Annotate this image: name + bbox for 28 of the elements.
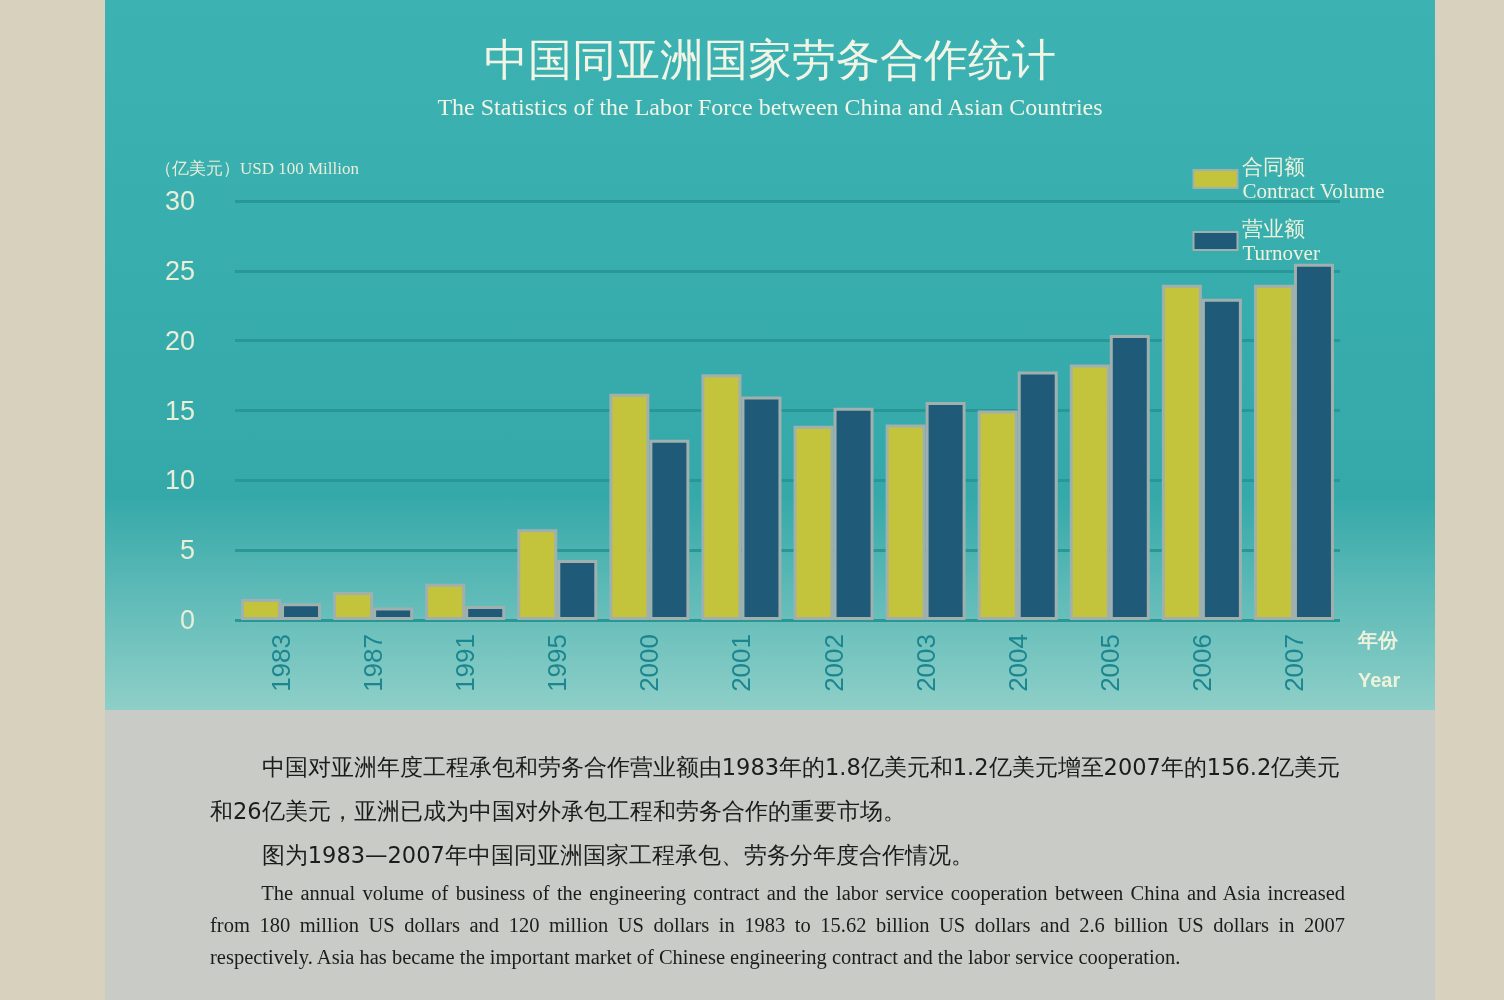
text: 中国对亚洲年度工程承包和劳务合作营业额由1983年的1.8亿美元和1.2亿美元增至2007年的156.2亿美元和26亿美元，亚洲已成为中国对外承包工程和劳务合作的重要市场。 <box>210 753 1342 826</box>
y-tick-label: 25 <box>164 255 195 286</box>
x-tick-label: 2003 <box>910 634 941 692</box>
x-tick-label: 1991 <box>450 634 481 692</box>
x-tick-label: 2001 <box>726 634 757 692</box>
x-tick-label: 1987 <box>358 634 389 692</box>
x-tick-label: 2004 <box>1002 634 1033 692</box>
x-tick-label: 2005 <box>1094 634 1125 692</box>
x-tick-label: 2006 <box>1186 634 1217 692</box>
x-tick-label: 1995 <box>542 634 573 692</box>
x-axis-title: 年份 Year <box>1357 629 1401 691</box>
legend-label: 合同额 Contract Volume <box>1242 155 1385 203</box>
chart-title: 中国同亚洲国家劳务合作统计 <box>484 33 1056 85</box>
y-tick-label: 20 <box>164 325 195 356</box>
y-tick-label: 30 <box>164 186 195 216</box>
text: The annual volume of business of the engineering contract and the labor service cooperation between China and Asia increased from 180 million US dollars and 120 million US dollars in 1983 to 15.62 billion US dollars and 2.6 billion US dollars in 2007 respectively. Asia has became the important market of Chinese engineering contract and the labor service cooperation. <box>210 881 1345 971</box>
y-tick-label: 10 <box>164 465 195 496</box>
x-tick-label: 1983 <box>266 634 297 692</box>
chart-subtitle: The Statistics of the Labor Force between China and Asian Countries <box>437 94 1103 120</box>
x-tick-label: 2000 <box>634 634 665 692</box>
x-tick-label: 2002 <box>818 634 849 692</box>
legend-label: 营业额 Turnover <box>1242 217 1320 265</box>
y-tick-label: 0 <box>179 605 195 635</box>
y-axis-title: （亿美元）USD 100 Million <box>155 159 360 178</box>
y-tick-label: 5 <box>179 535 195 566</box>
x-tick-label: 2007 <box>1278 634 1309 692</box>
y-tick-label: 15 <box>164 395 195 426</box>
text: 图为1983—2007年中国同亚洲国家工程承包、劳务分年度合作情况。 <box>260 841 975 870</box>
